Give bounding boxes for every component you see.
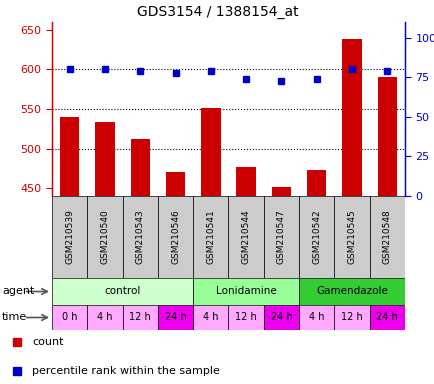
Bar — [306, 170, 326, 196]
Bar — [52, 305, 87, 330]
Text: GSM210545: GSM210545 — [347, 210, 356, 264]
Bar — [228, 196, 263, 278]
Bar — [369, 305, 404, 330]
Text: GDS3154 / 1388154_at: GDS3154 / 1388154_at — [136, 5, 298, 19]
Bar — [60, 117, 79, 196]
Bar — [52, 278, 193, 305]
Text: count: count — [32, 337, 64, 347]
Bar — [342, 40, 361, 196]
Bar — [228, 305, 263, 330]
Text: GSM210547: GSM210547 — [276, 210, 285, 264]
Bar — [158, 196, 193, 278]
Text: 12 h: 12 h — [340, 313, 362, 323]
Bar — [95, 122, 115, 196]
Text: GSM210546: GSM210546 — [171, 210, 180, 264]
Text: time: time — [2, 313, 27, 323]
Bar — [299, 305, 334, 330]
Text: 24 h: 24 h — [270, 313, 292, 323]
Text: 4 h: 4 h — [97, 313, 112, 323]
Bar — [122, 305, 158, 330]
Bar — [299, 196, 334, 278]
Bar — [193, 305, 228, 330]
Bar — [165, 172, 185, 196]
Bar — [377, 76, 396, 196]
Bar — [236, 167, 255, 196]
Text: GSM210544: GSM210544 — [241, 210, 250, 264]
Bar — [193, 278, 299, 305]
Text: GSM210541: GSM210541 — [206, 210, 215, 264]
Text: 0 h: 0 h — [62, 313, 77, 323]
Text: GSM210542: GSM210542 — [312, 210, 321, 264]
Bar — [334, 305, 369, 330]
Text: GSM210543: GSM210543 — [135, 210, 145, 264]
Text: 4 h: 4 h — [308, 313, 324, 323]
Bar — [271, 187, 290, 196]
Text: GSM210539: GSM210539 — [65, 210, 74, 265]
Bar — [299, 278, 404, 305]
Bar — [263, 196, 299, 278]
Text: GSM210540: GSM210540 — [100, 210, 109, 264]
Text: percentile rank within the sample: percentile rank within the sample — [32, 366, 220, 376]
Bar — [201, 108, 220, 196]
Text: agent: agent — [2, 286, 34, 296]
Text: GSM210548: GSM210548 — [382, 210, 391, 264]
Bar — [193, 196, 228, 278]
Text: 24 h: 24 h — [164, 313, 186, 323]
Text: Lonidamine: Lonidamine — [215, 286, 276, 296]
Bar — [87, 196, 122, 278]
Bar — [87, 305, 122, 330]
Text: 4 h: 4 h — [203, 313, 218, 323]
Bar — [130, 139, 150, 196]
Text: 12 h: 12 h — [235, 313, 256, 323]
Bar — [52, 196, 87, 278]
Bar — [122, 196, 158, 278]
Text: control: control — [104, 286, 141, 296]
Bar — [334, 196, 369, 278]
Text: 12 h: 12 h — [129, 313, 151, 323]
Bar — [369, 196, 404, 278]
Bar — [263, 305, 299, 330]
Bar — [158, 305, 193, 330]
Text: Gamendazole: Gamendazole — [316, 286, 387, 296]
Text: 24 h: 24 h — [375, 313, 397, 323]
